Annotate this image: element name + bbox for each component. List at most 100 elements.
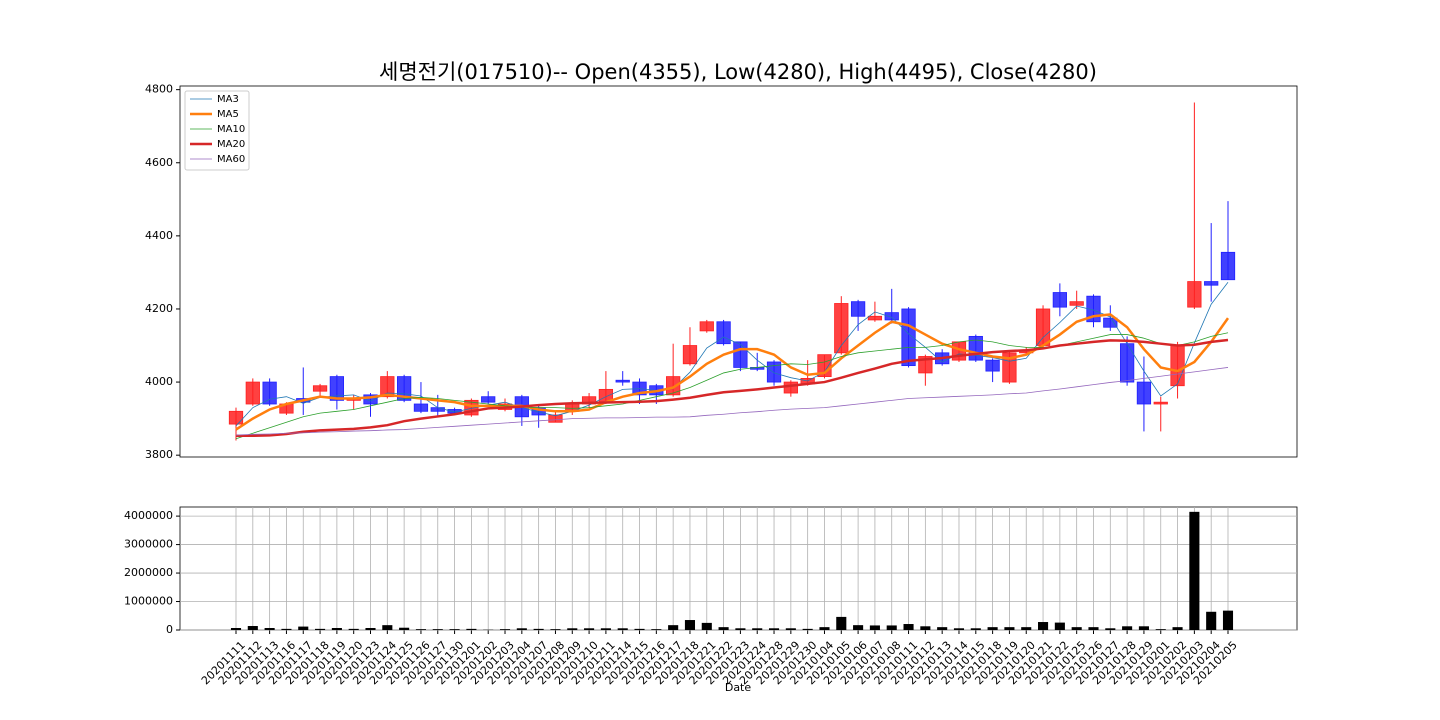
- volume-bar: [567, 628, 578, 630]
- volume-bar: [701, 622, 712, 630]
- candle-body: [783, 381, 798, 394]
- volume-bar: [415, 629, 426, 630]
- volume-bar: [1222, 610, 1234, 630]
- price-axes: [179, 85, 1298, 458]
- volume-bar: [432, 629, 443, 630]
- volume-bar: [920, 626, 931, 630]
- volume-bar: [1172, 627, 1183, 630]
- volume-bar: [1122, 626, 1133, 630]
- volume-bar: [684, 620, 696, 630]
- volume-bar: [600, 628, 611, 630]
- legend-label: MA3: [217, 94, 239, 105]
- volume-bar: [970, 628, 981, 630]
- ma-line: [236, 338, 1229, 438]
- candle-body: [262, 381, 277, 405]
- candle-body: [1170, 345, 1185, 387]
- volume-bar: [382, 625, 393, 630]
- y-tick-label: 0: [166, 623, 173, 636]
- candle-body: [228, 410, 244, 425]
- volume-bar: [516, 628, 527, 630]
- volume-bar: [1206, 611, 1217, 630]
- volume-bar: [819, 627, 830, 630]
- legend-label: MA20: [217, 139, 245, 150]
- volume-bar: [953, 628, 965, 630]
- volume-bar: [802, 628, 813, 630]
- volume-bar: [718, 627, 729, 630]
- legend: MA3 MA5 MA10 MA20 MA60: [184, 90, 250, 171]
- y-tick-label: 3800: [145, 448, 173, 461]
- volume-bar: [331, 628, 342, 630]
- volume-bar: [886, 625, 897, 630]
- legend-box: [184, 90, 250, 171]
- volume-bar: [466, 628, 477, 630]
- y-tick-label: 4000: [145, 375, 173, 388]
- candle-body: [1069, 301, 1084, 306]
- volume-bar: [1189, 511, 1200, 630]
- candle-body: [329, 376, 345, 401]
- candle-body: [1220, 251, 1236, 281]
- y-tick-label: 4600: [145, 156, 173, 169]
- candle-body: [363, 394, 378, 405]
- y-tick-label: 4400: [145, 229, 173, 242]
- candle-body: [380, 376, 395, 398]
- volume-bar: [1021, 627, 1032, 630]
- volume-bar: [987, 627, 998, 630]
- volume-bar: [735, 628, 746, 630]
- volume-bar: [651, 629, 662, 630]
- candle-body: [682, 345, 698, 365]
- volume-bar: [281, 628, 292, 630]
- candle-body: [699, 321, 714, 332]
- volume-axes: [179, 506, 1298, 631]
- volume-bar: [768, 628, 780, 630]
- volume-bar: [617, 628, 628, 630]
- volume-bar: [1004, 627, 1015, 630]
- volume-bar: [533, 628, 544, 630]
- volume-bar: [785, 628, 796, 630]
- legend-label: MA60: [217, 154, 245, 165]
- volume-bar: [1105, 628, 1116, 630]
- volume-bar: [449, 629, 460, 630]
- volume-bar: [1138, 626, 1149, 630]
- candle-body: [867, 315, 883, 321]
- volume-bar: [247, 626, 258, 630]
- volume-bar: [1038, 622, 1049, 630]
- candle-body: [1187, 281, 1202, 308]
- volume-bar: [298, 626, 309, 630]
- volume-bar: [869, 625, 880, 630]
- volume-bar: [348, 628, 359, 630]
- candle-body: [1103, 317, 1118, 328]
- candle-body: [1052, 292, 1067, 308]
- volume-bar: [1155, 629, 1166, 630]
- candle-body: [766, 361, 782, 383]
- volume-bar: [853, 625, 864, 630]
- candle-body: [850, 301, 866, 317]
- y-tick-label: 3000000: [124, 538, 173, 551]
- y-tick-label: 4000000: [124, 509, 173, 522]
- candle-body: [733, 341, 748, 368]
- ma-line: [235, 313, 1230, 431]
- candle-body: [901, 308, 916, 367]
- y-tick-label: 4200: [145, 302, 173, 315]
- volume-bar: [634, 628, 645, 630]
- volume-bar: [836, 616, 847, 630]
- y-tick-label: 4800: [145, 83, 173, 96]
- candle-body: [413, 403, 429, 412]
- volume-bar: [230, 628, 242, 630]
- chart-title: 세명전기(017510)-- Open(4355), Low(4280), Hi…: [379, 60, 1097, 84]
- volume-bar: [584, 628, 595, 630]
- volume-bar: [1071, 627, 1082, 630]
- ma-line: [235, 282, 1229, 427]
- volume-bar: [1088, 627, 1099, 630]
- volume-bar: [668, 625, 679, 630]
- y-tick-label: 1000000: [124, 595, 173, 608]
- y-tick-label: 2000000: [124, 566, 173, 579]
- candle-body: [615, 379, 630, 383]
- candle-body: [481, 396, 496, 403]
- ma-line: [235, 367, 1229, 436]
- volume-bar: [937, 627, 948, 630]
- candle-body: [1035, 308, 1051, 346]
- candle-body: [312, 385, 328, 392]
- candle-body: [1204, 281, 1219, 286]
- legend-label: MA10: [217, 124, 245, 135]
